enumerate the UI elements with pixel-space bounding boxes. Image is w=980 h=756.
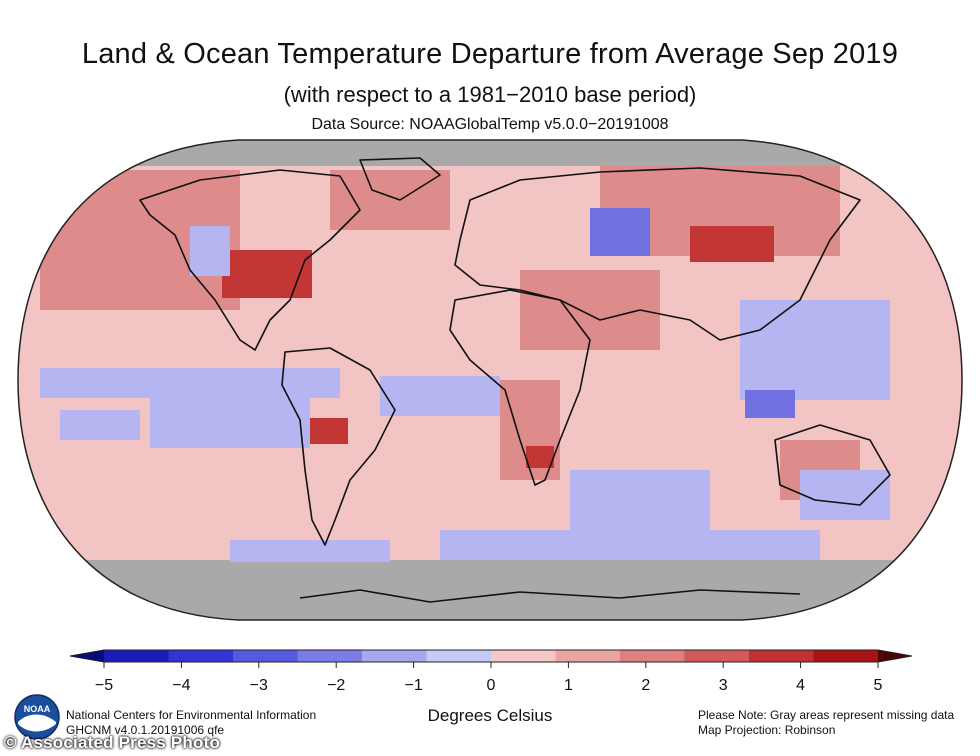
- colorbar-cell: [813, 650, 879, 662]
- data-source: Data Source: NOAAGlobalTemp v5.0.0−20191…: [311, 116, 669, 133]
- outline-greenland: [359, 157, 441, 201]
- outline-north-america: [139, 169, 361, 351]
- colorbar-tick-label: −2: [327, 677, 345, 694]
- outline-australia: [774, 424, 891, 506]
- noaa-logo: NOAA: [14, 694, 60, 740]
- hot-anomaly-regions: [222, 226, 774, 468]
- hot-spot-north-america: [222, 250, 312, 298]
- colorbar-tick-label: 3: [719, 677, 728, 694]
- colorbar-unit-label: Degrees Celsius: [427, 706, 553, 725]
- hot-spot-mongolia: [690, 226, 774, 262]
- colorbar-cells: [69, 649, 913, 663]
- noaa-logo-text: NOAA: [24, 704, 51, 714]
- missing-data-note: Please Note: Gray areas represent missin…: [698, 708, 955, 722]
- colorbar-cell: [491, 650, 556, 662]
- map-title: Land & Ocean Temperature Departure from …: [81, 38, 899, 70]
- dataset-id: GHCNM v4.0.1.20191006 qfe: [66, 723, 225, 737]
- cool-anomaly-regions: [40, 226, 890, 562]
- colorbar-tick-label: 1: [564, 677, 573, 694]
- outline-antarctica: [299, 589, 801, 603]
- colorbar-cell: [233, 650, 298, 662]
- cold-anomaly-regions: [590, 208, 795, 418]
- colorbar-tick-label: 5: [874, 677, 883, 694]
- colorbar-tick-label: −3: [250, 677, 268, 694]
- colorbar-tick-label: −4: [172, 677, 190, 694]
- org-name: National Centers for Environmental Infor…: [66, 708, 317, 722]
- colorbar-cell: [749, 650, 814, 662]
- colorbar-tick-label: 0: [487, 677, 496, 694]
- footer-left: National Centers for Environmental Infor…: [66, 708, 316, 738]
- colorbar-arrow-low: [70, 650, 104, 662]
- colorbar-cell: [555, 650, 621, 662]
- colorbar-cell: [684, 650, 750, 662]
- outline-eurasia: [454, 167, 861, 341]
- colorbar-tick-label: 2: [641, 677, 650, 694]
- cold-spot-caspian: [590, 208, 650, 256]
- globe-border: [17, 139, 963, 621]
- colorbar-cell: [362, 650, 427, 662]
- colorbar-ticks: −5 −4 −3 −2 −1 0 1 2 3 4 5: [95, 662, 883, 694]
- colorbar-tick-label: 4: [796, 677, 805, 694]
- map-subtitle: (with respect to a 1981−2010 base period…: [283, 82, 697, 107]
- colorbar-cell: [426, 650, 492, 662]
- colorbar-tick-label: −5: [95, 677, 113, 694]
- colorbar-cell: [168, 650, 234, 662]
- hot-spot-south-america: [308, 418, 348, 444]
- projection-note: Map Projection: Robinson: [698, 723, 836, 737]
- colorbar-cell: [104, 650, 169, 662]
- hot-spot-southern-africa: [526, 446, 554, 468]
- photo-credit: © Associated Press Photo: [4, 733, 221, 752]
- colorbar-tick-label: −1: [404, 677, 422, 694]
- footer-right: Please Note: Gray areas represent missin…: [698, 708, 954, 738]
- cold-spot-indian-ocean: [745, 390, 795, 418]
- outline-south-america: [281, 347, 396, 546]
- colorbar-arrow-high: [878, 650, 912, 662]
- colorbar-cell: [297, 650, 363, 662]
- colorbar-cell: [620, 650, 685, 662]
- outline-africa: [449, 289, 591, 486]
- continent-outlines: [139, 157, 891, 603]
